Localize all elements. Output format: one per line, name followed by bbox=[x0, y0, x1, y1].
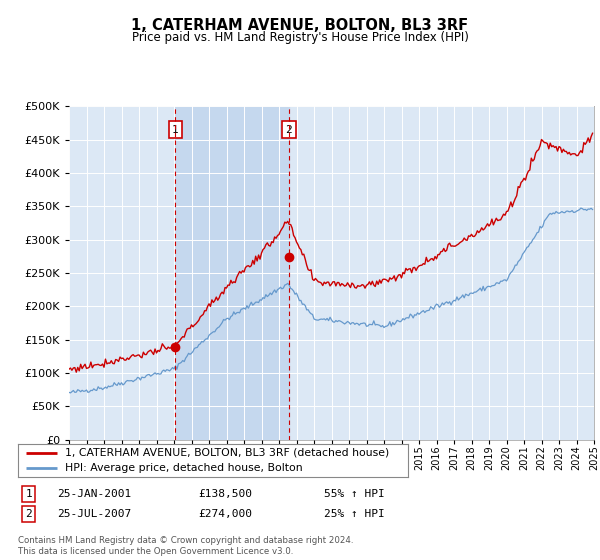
Text: 1: 1 bbox=[25, 489, 32, 499]
Text: 25% ↑ HPI: 25% ↑ HPI bbox=[324, 509, 385, 519]
Bar bbox=[175, 106, 289, 440]
Text: £138,500: £138,500 bbox=[198, 489, 252, 499]
Text: 55% ↑ HPI: 55% ↑ HPI bbox=[324, 489, 385, 499]
Text: Contains HM Land Registry data © Crown copyright and database right 2024.
This d: Contains HM Land Registry data © Crown c… bbox=[18, 536, 353, 556]
Text: 25-JAN-2001: 25-JAN-2001 bbox=[57, 489, 131, 499]
Text: 2: 2 bbox=[25, 509, 32, 519]
Text: 2: 2 bbox=[286, 125, 292, 135]
Text: 1, CATERHAM AVENUE, BOLTON, BL3 3RF: 1, CATERHAM AVENUE, BOLTON, BL3 3RF bbox=[131, 18, 469, 33]
Text: HPI: Average price, detached house, Bolton: HPI: Average price, detached house, Bolt… bbox=[65, 463, 302, 473]
Text: Price paid vs. HM Land Registry's House Price Index (HPI): Price paid vs. HM Land Registry's House … bbox=[131, 31, 469, 44]
Text: £274,000: £274,000 bbox=[198, 509, 252, 519]
Text: 25-JUL-2007: 25-JUL-2007 bbox=[57, 509, 131, 519]
Text: 1, CATERHAM AVENUE, BOLTON, BL3 3RF (detached house): 1, CATERHAM AVENUE, BOLTON, BL3 3RF (det… bbox=[65, 447, 389, 458]
Text: 1: 1 bbox=[172, 125, 179, 135]
